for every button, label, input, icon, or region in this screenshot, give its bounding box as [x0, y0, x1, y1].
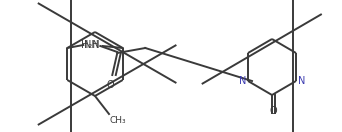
Text: NH: NH	[84, 40, 98, 50]
Text: H₂N: H₂N	[81, 40, 100, 50]
Text: N: N	[239, 76, 246, 86]
Text: CH₃: CH₃	[110, 116, 127, 125]
Text: N: N	[298, 76, 305, 86]
Text: O: O	[269, 106, 277, 116]
Text: O: O	[106, 80, 114, 90]
